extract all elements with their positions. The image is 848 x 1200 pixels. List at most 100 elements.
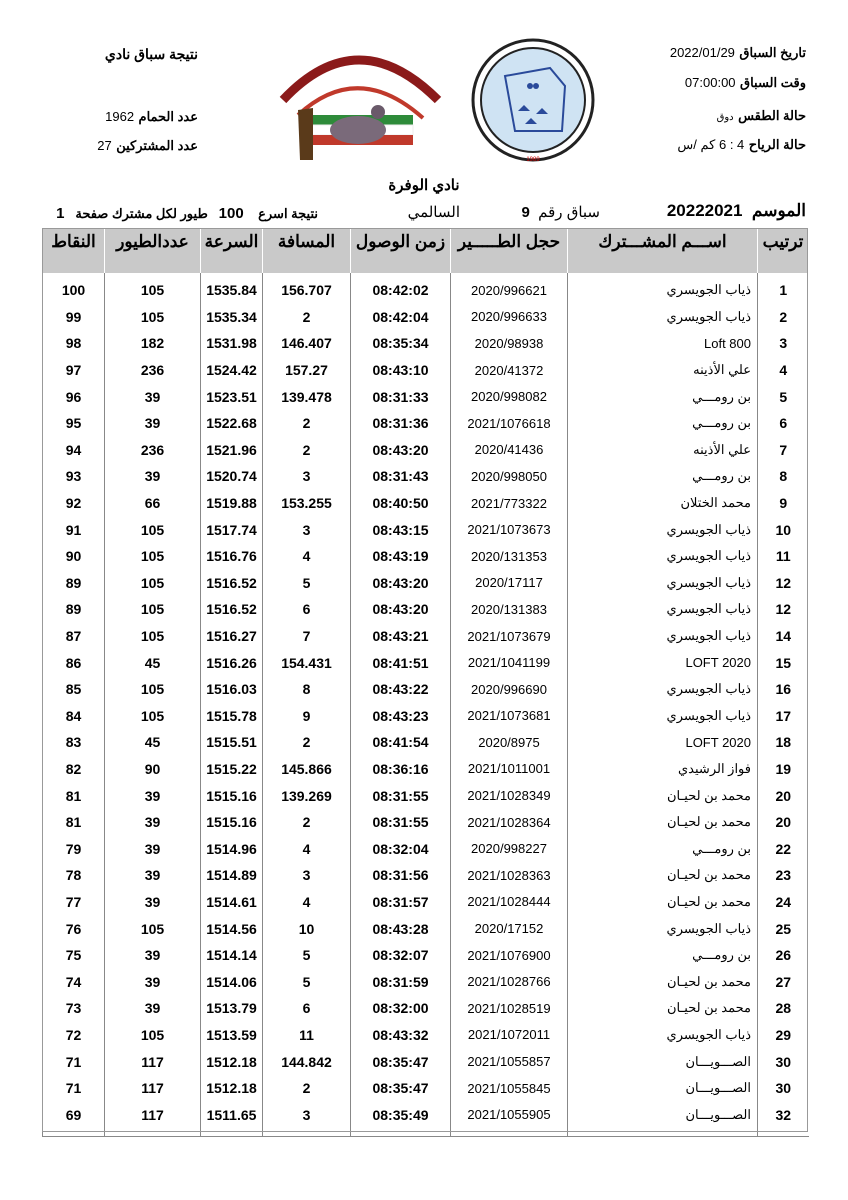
cell-speed: 1520.74	[200, 463, 263, 490]
cell-participant: محمد بن لحيـان	[567, 888, 758, 916]
race-date: تاريخ السباق 2022/01/29	[670, 44, 806, 62]
participant-count-value: 27	[97, 138, 112, 153]
cell-points: 95	[42, 409, 105, 437]
table-row: 25 ذياب الجويسري 2020/17152 08:43:28 10 1514.…	[42, 915, 809, 942]
cell-points: 89	[42, 596, 105, 623]
table-row: 26 بن رومـــي 2021/1076900 08:32:07 5 1514.14…	[42, 941, 809, 969]
cell-participant: محمد بن لحيـان	[567, 782, 758, 809]
cell-points: 73	[42, 995, 105, 1022]
cell-points: 74	[42, 968, 105, 996]
cell-distance: 6	[262, 995, 351, 1022]
cell-distance: 139.478	[262, 383, 351, 410]
cell-ring: 2021/1028444	[450, 888, 568, 916]
cell-bird-count: 105	[104, 596, 201, 623]
weather-label: حالة الطقس	[738, 108, 806, 123]
cell-distance: 3	[262, 862, 351, 889]
column-header-participant: اســـم المشـــترك	[567, 228, 758, 273]
cell-distance: 144.842	[262, 1048, 351, 1075]
cell-ring: 2020/996633	[450, 303, 568, 331]
cell-points: 75	[42, 941, 105, 969]
table-row: 12 ذياب الجويسري 2020/17117 08:43:20 5 1516.5…	[42, 569, 809, 597]
cell-rank: 20	[757, 808, 809, 836]
season-label: الموسم	[751, 201, 806, 220]
weather: حالة الطقس دوق	[717, 107, 806, 125]
cell-points: 93	[42, 463, 105, 490]
table-row: 30 الصـــويـــان 2021/1055857 08:35:47 144.8…	[42, 1048, 809, 1075]
cell-rank: 11	[757, 542, 809, 570]
cell-points: 94	[42, 436, 105, 464]
cell-speed: 1515.22	[200, 755, 263, 783]
wind-label: حالة الرياح	[748, 137, 806, 152]
cell-points: 72	[42, 1021, 105, 1049]
cell-speed: 1531.98	[200, 330, 263, 357]
table-row: 10 ذياب الجويسري 2021/1073673 08:43:15 3 1517…	[42, 516, 809, 543]
cell-distance: 156.707	[262, 273, 351, 304]
table-row: 3 Loft 800 2020/98938 08:35:34 146.407 1531.9…	[42, 330, 809, 357]
cell-rank: 24	[757, 888, 809, 916]
cell-speed: 1514.06	[200, 968, 263, 996]
cell-points: 84	[42, 702, 105, 730]
pigeon-count: عدد الحمام 1962	[105, 108, 198, 126]
cell-speed: 1512.18	[200, 1074, 263, 1102]
column-header-distance: المسافة	[262, 228, 351, 273]
cell-arrival-time: 08:41:51	[350, 649, 451, 676]
cell-bird-count: 105	[104, 516, 201, 543]
cell-participant: ذياب الجويسري	[567, 542, 758, 570]
participant-count: عدد المشتركين 27	[97, 137, 198, 155]
cell-speed: 1523.51	[200, 383, 263, 410]
cell-points: 76	[42, 915, 105, 942]
cell-arrival-time: 08:31:55	[350, 808, 451, 836]
table-row: 17 ذياب الجويسري 2021/1073681 08:43:23 9 1515…	[42, 702, 809, 730]
table-row: 2 ذياب الجويسري 2020/996633 08:42:04 2 1535.3…	[42, 303, 809, 331]
race-number: سباق رقم 9	[521, 203, 600, 221]
cell-arrival-time: 08:43:20	[350, 569, 451, 597]
cell-ring: 2020/131383	[450, 596, 568, 623]
cell-ring: 2021/773322	[450, 489, 568, 517]
cell-participant: ذياب الجويسري	[567, 675, 758, 703]
cell-bird-count: 39	[104, 409, 201, 437]
cell-rank: 30	[757, 1048, 809, 1075]
cell-speed: 1514.14	[200, 941, 263, 969]
cell-participant: ذياب الجويسري	[567, 303, 758, 331]
cell-distance: 11	[262, 1021, 351, 1049]
cell-distance: 157.27	[262, 356, 351, 384]
race-time-label: وقت السباق	[739, 75, 806, 90]
cell-speed: 1516.03	[200, 675, 263, 703]
cell-arrival-time: 08:35:49	[350, 1101, 451, 1138]
cell-points: 86	[42, 649, 105, 676]
cell-bird-count: 105	[104, 303, 201, 331]
pigeon-count-label: عدد الحمام	[138, 109, 198, 124]
wind: حالة الرياح 4 : 6 كم /س	[677, 136, 806, 154]
cell-speed: 1535.34	[200, 303, 263, 331]
cell-arrival-time: 08:31:56	[350, 862, 451, 889]
cell-rank: 4	[757, 356, 809, 384]
cell-participant: الصـــويـــان	[567, 1048, 758, 1075]
cell-arrival-time: 08:43:15	[350, 516, 451, 543]
cell-distance: 4	[262, 888, 351, 916]
cell-speed: 1515.78	[200, 702, 263, 730]
cell-bird-count: 39	[104, 383, 201, 410]
cell-participant: علي الأذينه	[567, 436, 758, 464]
cell-points: 82	[42, 755, 105, 783]
column-header-bird-count: عددالطيور	[104, 228, 201, 273]
cell-rank: 8	[757, 463, 809, 490]
table-row: 19 فواز الرشيدي 2021/1011001 08:36:16 145.86…	[42, 755, 809, 783]
cell-ring: 2021/1055845	[450, 1074, 568, 1102]
cell-points: 100	[42, 273, 105, 304]
cell-participant: بن رومـــي	[567, 941, 758, 969]
cell-distance: 6	[262, 596, 351, 623]
season: الموسم 20222021	[667, 201, 806, 221]
cell-speed: 1516.52	[200, 569, 263, 597]
column-header-rank: ترتيب	[757, 228, 809, 273]
race-date-value: 2022/01/29	[669, 45, 735, 60]
cell-bird-count: 39	[104, 782, 201, 809]
cell-speed: 1513.79	[200, 995, 263, 1022]
cell-distance: 3	[262, 463, 351, 490]
cell-arrival-time: 08:42:04	[350, 303, 451, 331]
cell-bird-count: 105	[104, 702, 201, 730]
cell-points: 71	[42, 1048, 105, 1075]
table-row: 23 محمد بن لحيـان 2021/1028363 08:31:56 3 151…	[42, 862, 809, 889]
cell-participant: LOFT 2020	[567, 729, 758, 756]
race-date-label: تاريخ السباق	[739, 45, 806, 60]
cell-bird-count: 236	[104, 356, 201, 384]
